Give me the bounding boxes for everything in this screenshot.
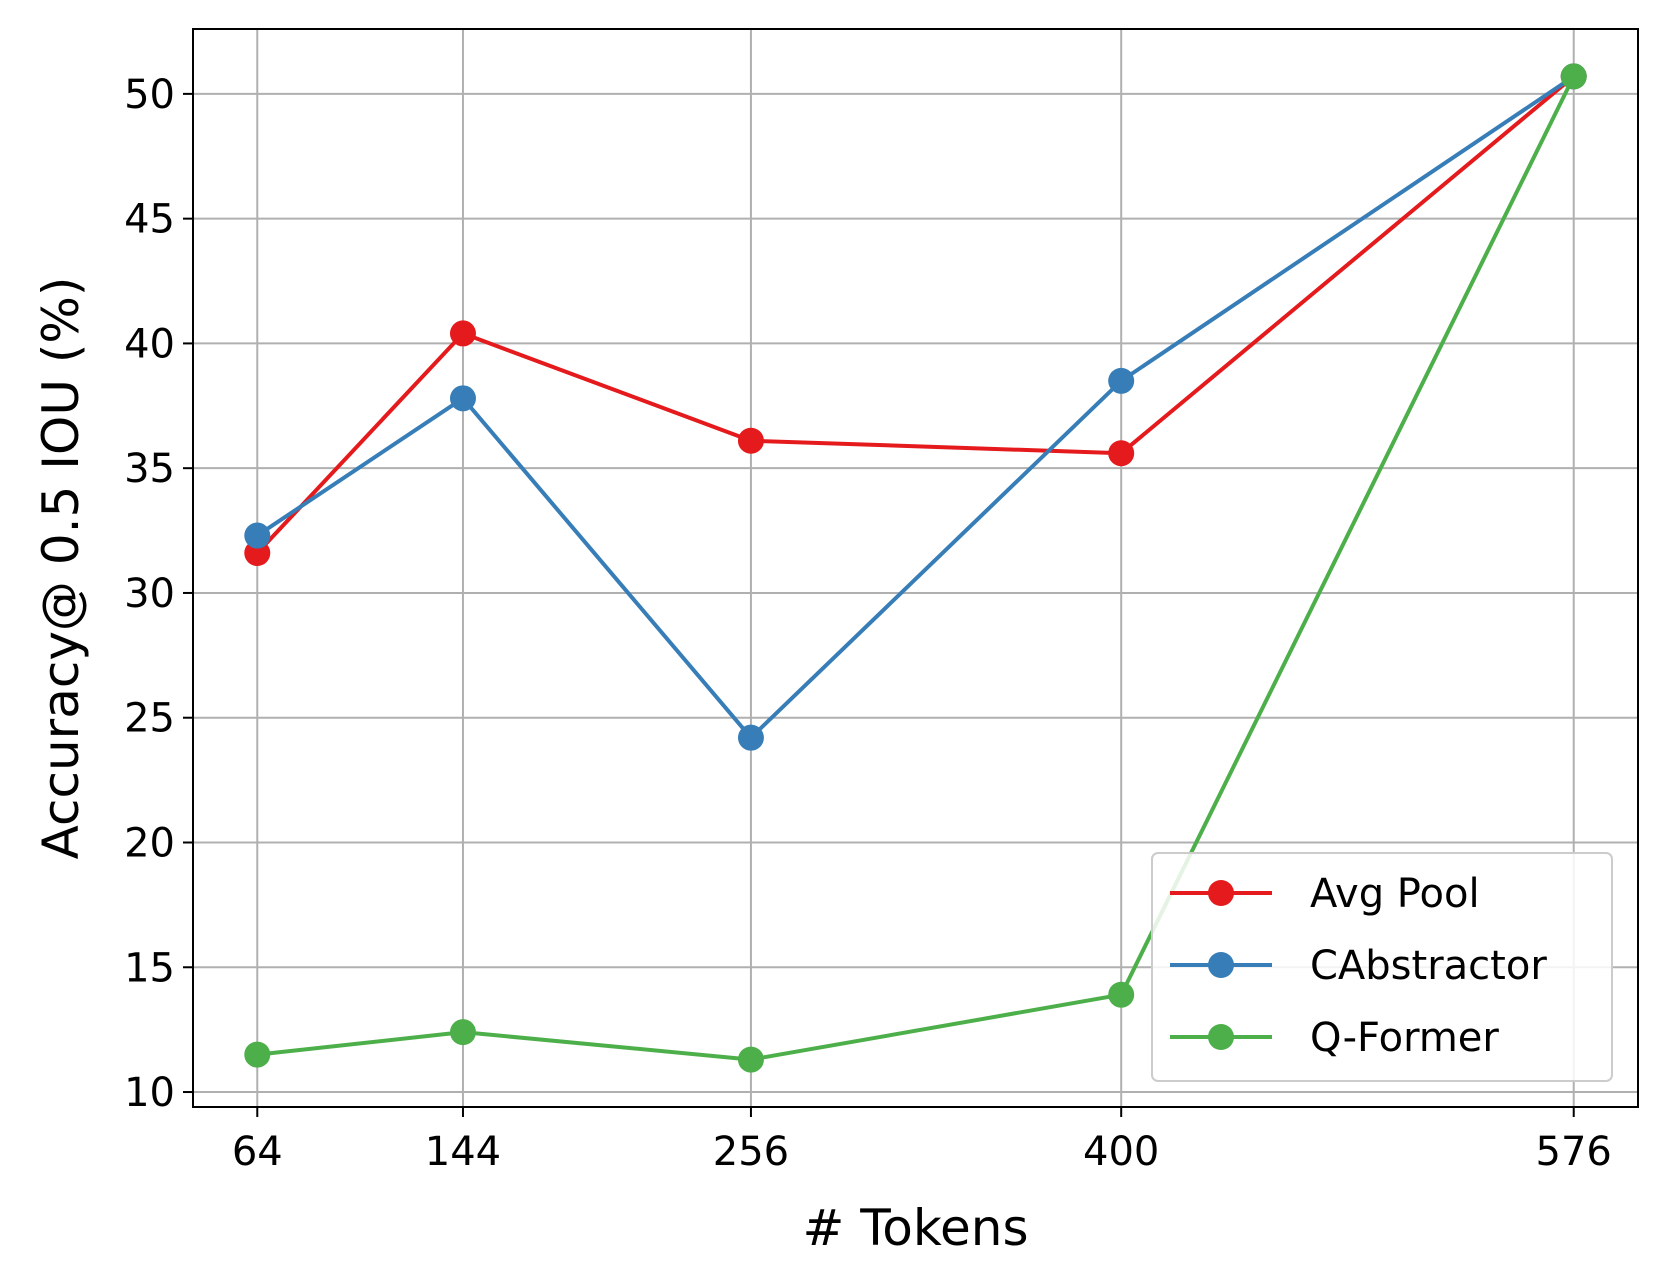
legend-box [1151,852,1613,1082]
legend-swatch-marker [1208,952,1234,978]
data-point-avg-pool [1108,440,1135,467]
y-tick-label: 15 [124,945,175,991]
data-point-q-former [737,1046,764,1073]
data-point-cabstractor [737,724,764,751]
data-point-avg-pool [737,427,764,454]
y-tick-label: 45 [124,197,175,243]
legend: Avg Pool CAbstractor Q-Former [1151,852,1613,1082]
data-point-cabstractor [449,385,476,412]
data-point-q-former [1108,981,1135,1008]
axis-ticks: 64 144 256 400 576 10 15 20 25 30 35 40 45 50 [124,72,1612,1175]
legend-label-avg-pool: Avg Pool [1310,871,1480,917]
y-tick-label: 35 [124,446,175,492]
data-point-q-former [244,1041,271,1068]
data-point-avg-pool [449,320,476,347]
data-point-q-former [1560,63,1587,90]
series-q-former [244,63,1587,1073]
grid [193,29,1638,1107]
y-tick-label: 50 [124,72,175,118]
x-axis-label: # Tokens [802,1199,1028,1257]
y-axis-label: Accuracy@ 0.5 IOU (%) [32,277,90,860]
data-point-cabstractor [1108,367,1135,394]
x-tick-label: 256 [713,1129,789,1175]
y-tick-label: 25 [124,696,175,742]
x-tick-label: 144 [425,1129,501,1175]
plot-frame [192,28,1639,1108]
x-tick-label: 400 [1083,1129,1159,1175]
legend-label-cabstractor: CAbstractor [1310,943,1547,989]
legend-swatch-marker [1208,880,1234,906]
y-tick-label: 30 [124,571,175,617]
data-point-cabstractor [244,522,271,549]
legend-swatch-marker [1208,1024,1234,1050]
y-tick-label: 20 [124,820,175,866]
y-tick-label: 10 [124,1070,175,1116]
series-group [244,63,1587,1073]
y-tick-label: 40 [124,321,175,367]
legend-label-q-former: Q-Former [1310,1015,1499,1061]
series-cabstractor [244,63,1587,751]
x-tick-label: 64 [232,1129,283,1175]
data-point-q-former [449,1019,476,1046]
x-tick-label: 576 [1536,1129,1612,1175]
